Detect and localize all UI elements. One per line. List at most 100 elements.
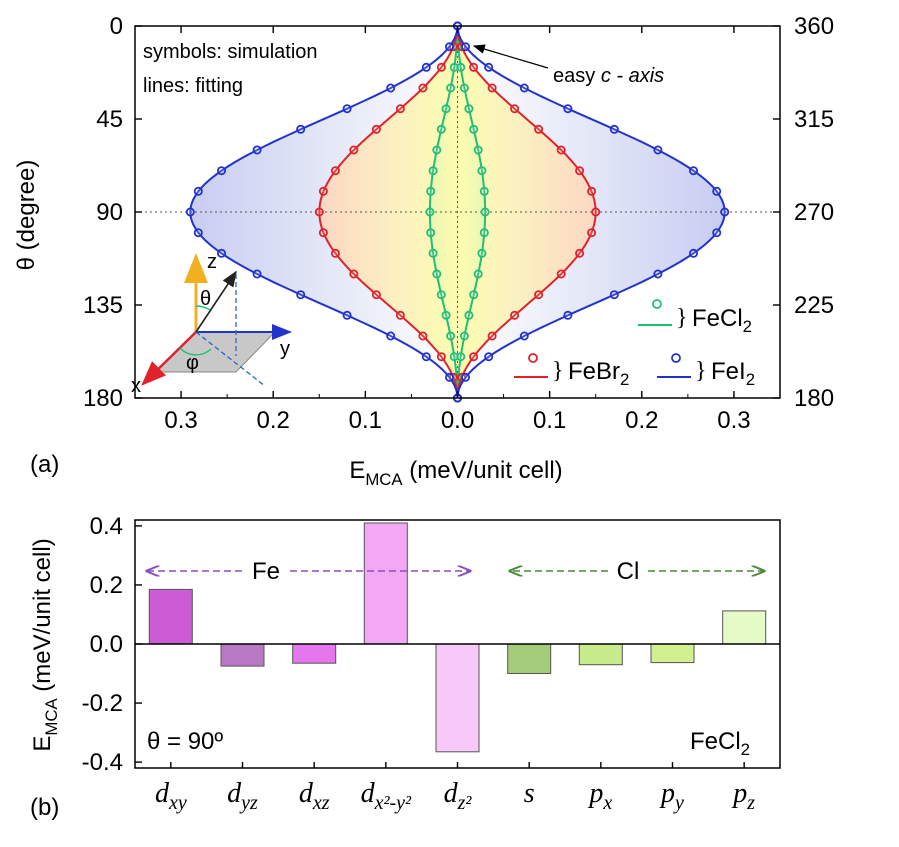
data-point	[446, 331, 456, 341]
data-point	[556, 145, 566, 155]
data-point	[459, 331, 469, 341]
data-point	[484, 352, 494, 362]
y-tick-label: -0.4	[82, 749, 123, 776]
data-point	[428, 248, 438, 258]
legend-fei2-sub: 2	[746, 370, 755, 389]
y-tick-label-right: 270	[794, 199, 834, 226]
bar-dz²	[435, 643, 480, 753]
data-point	[720, 207, 730, 217]
y-tick-label: 0	[110, 13, 123, 40]
data-point	[252, 145, 262, 155]
category-label: dz²	[444, 778, 473, 814]
ylabel-sub: MCA	[42, 698, 61, 736]
data-point	[477, 166, 487, 176]
inset-x-label: x	[131, 375, 141, 397]
data-point	[469, 352, 479, 362]
data-point	[395, 310, 405, 320]
data-point	[587, 228, 597, 238]
inset-y-label: y	[280, 338, 290, 360]
bar-dxz	[292, 643, 337, 664]
data-point	[563, 310, 573, 320]
category-sub: x	[602, 792, 612, 814]
category-label: pz	[731, 778, 755, 814]
bar-dxy	[148, 588, 193, 645]
data-point	[216, 248, 226, 258]
data-point	[477, 248, 487, 258]
data-point	[330, 248, 340, 258]
bar-s	[507, 643, 552, 674]
data-point	[330, 166, 340, 176]
data-point	[371, 124, 381, 134]
series-fei2	[185, 21, 730, 403]
data-point	[296, 290, 306, 300]
y-tick-label-right: 315	[794, 106, 834, 133]
category-sub: xz	[312, 792, 330, 814]
category-sub: z	[746, 792, 755, 814]
data-point	[519, 83, 529, 93]
category-sub: x²-y²	[374, 792, 412, 814]
legend-fecl2-brace: }	[676, 305, 688, 331]
category-base: p	[587, 778, 603, 809]
legend-fei2-symbol	[671, 353, 681, 363]
data-point	[342, 104, 352, 114]
legend-fei2-brace: }	[695, 358, 707, 384]
category-base: s	[524, 778, 535, 809]
data-point	[609, 124, 619, 134]
data-point	[556, 269, 566, 279]
panel-b-ylabel: EMCA (meV/unit cell)	[29, 538, 61, 751]
bar-dyz	[220, 643, 265, 667]
data-point	[510, 104, 520, 114]
data-point	[418, 83, 428, 93]
category-label: px	[587, 778, 612, 814]
data-point	[425, 207, 435, 217]
category-base: p	[731, 778, 747, 809]
panel-b-ticks: 0.4 0.2 0.0 -0.2 -0.4	[82, 513, 745, 776]
panel-b-label: (b)	[30, 794, 59, 821]
ylabel-e: E	[29, 736, 56, 752]
fe-label: Fe	[252, 558, 280, 585]
data-point	[575, 248, 585, 258]
data-point	[460, 42, 470, 52]
data-point	[591, 207, 601, 217]
data-point	[464, 104, 474, 114]
data-point	[479, 228, 489, 238]
data-point	[421, 352, 431, 362]
data-point	[575, 166, 585, 176]
data-point	[444, 42, 454, 52]
data-point	[436, 352, 446, 362]
symbols-note: symbols: simulation	[143, 41, 318, 63]
data-point	[342, 310, 352, 320]
data-point	[314, 207, 324, 217]
data-point	[459, 83, 469, 93]
category-label: dx²-y²	[361, 778, 412, 814]
data-point	[479, 186, 489, 196]
easy-axis-arrow	[472, 44, 549, 69]
fit-line-right	[456, 26, 487, 398]
y-tick-label: 0.0	[90, 631, 123, 658]
compound-main: FeCl	[690, 728, 741, 755]
fit-line-left	[189, 25, 459, 399]
data-point	[252, 269, 262, 279]
category-sub: z²	[457, 792, 473, 814]
data-point	[426, 186, 436, 196]
data-point	[395, 104, 405, 114]
category-sub: y	[673, 792, 684, 814]
data-point	[473, 145, 483, 155]
data-point	[185, 207, 195, 217]
category-label: s	[524, 778, 535, 809]
data-point	[712, 186, 722, 196]
y-tick-label: 0.4	[90, 513, 123, 540]
data-point	[436, 290, 446, 300]
panel-b: 0.4 0.2 0.0 -0.2 -0.4 Fe Cl θ = 90º FeCl2 EM…	[29, 513, 781, 821]
data-point	[349, 269, 359, 279]
data-point	[563, 104, 573, 114]
data-point	[436, 62, 446, 72]
data-point	[653, 269, 663, 279]
legend-fecl2-main: FeCl	[692, 305, 743, 332]
data-point	[386, 83, 396, 93]
data-point	[428, 166, 438, 176]
y-tick-label-right: 360	[794, 13, 834, 40]
xlabel-e: E	[349, 457, 365, 484]
